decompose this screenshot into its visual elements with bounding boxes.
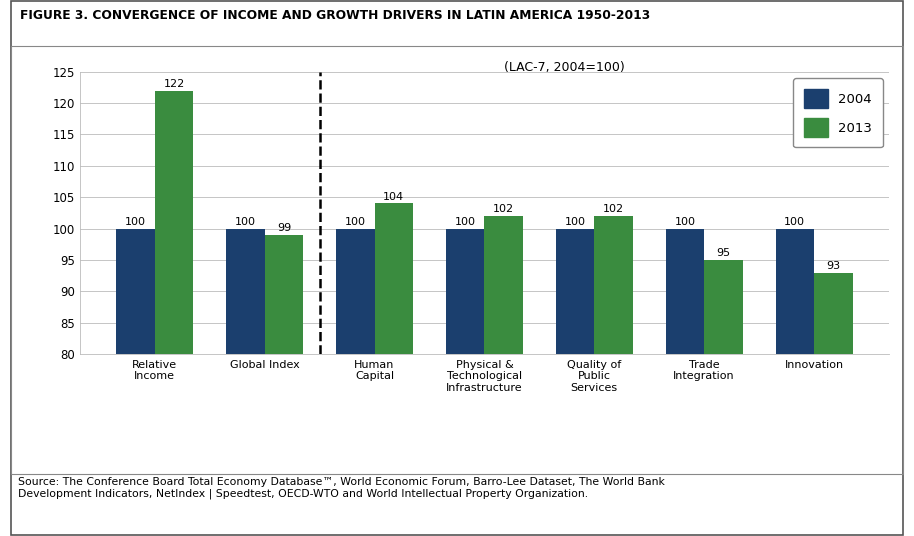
Bar	[446, 228, 484, 536]
Bar	[265, 235, 303, 536]
Text: 100: 100	[454, 217, 475, 227]
Bar	[814, 272, 853, 536]
Text: 104: 104	[383, 191, 404, 202]
Text: Source: The Conference Board Total Economy Database™, World Economic Forum, Barr: Source: The Conference Board Total Econo…	[18, 477, 665, 498]
Bar	[154, 91, 193, 536]
Bar	[226, 228, 265, 536]
Text: 100: 100	[784, 217, 805, 227]
Text: (LAC-7, 2004=100): (LAC-7, 2004=100)	[504, 61, 624, 74]
Text: 102: 102	[493, 204, 515, 214]
Bar	[665, 228, 704, 536]
Text: 122: 122	[164, 79, 185, 88]
Text: 100: 100	[235, 217, 256, 227]
Bar	[776, 228, 814, 536]
Bar	[375, 204, 413, 536]
Text: 99: 99	[277, 223, 291, 233]
Text: 102: 102	[603, 204, 624, 214]
Text: 100: 100	[565, 217, 586, 227]
Bar	[704, 260, 743, 536]
Text: 100: 100	[125, 217, 146, 227]
Text: 93: 93	[826, 260, 840, 271]
Text: 95: 95	[717, 248, 730, 258]
Bar	[594, 216, 632, 536]
Bar	[336, 228, 375, 536]
Text: 100: 100	[345, 217, 366, 227]
Legend: 2004, 2013: 2004, 2013	[793, 78, 883, 147]
Bar	[484, 216, 523, 536]
Text: 100: 100	[675, 217, 696, 227]
Text: FIGURE 3. CONVERGENCE OF INCOME AND GROWTH DRIVERS IN LATIN AMERICA 1950-2013: FIGURE 3. CONVERGENCE OF INCOME AND GROW…	[20, 9, 651, 22]
Bar	[116, 228, 154, 536]
Bar	[556, 228, 594, 536]
